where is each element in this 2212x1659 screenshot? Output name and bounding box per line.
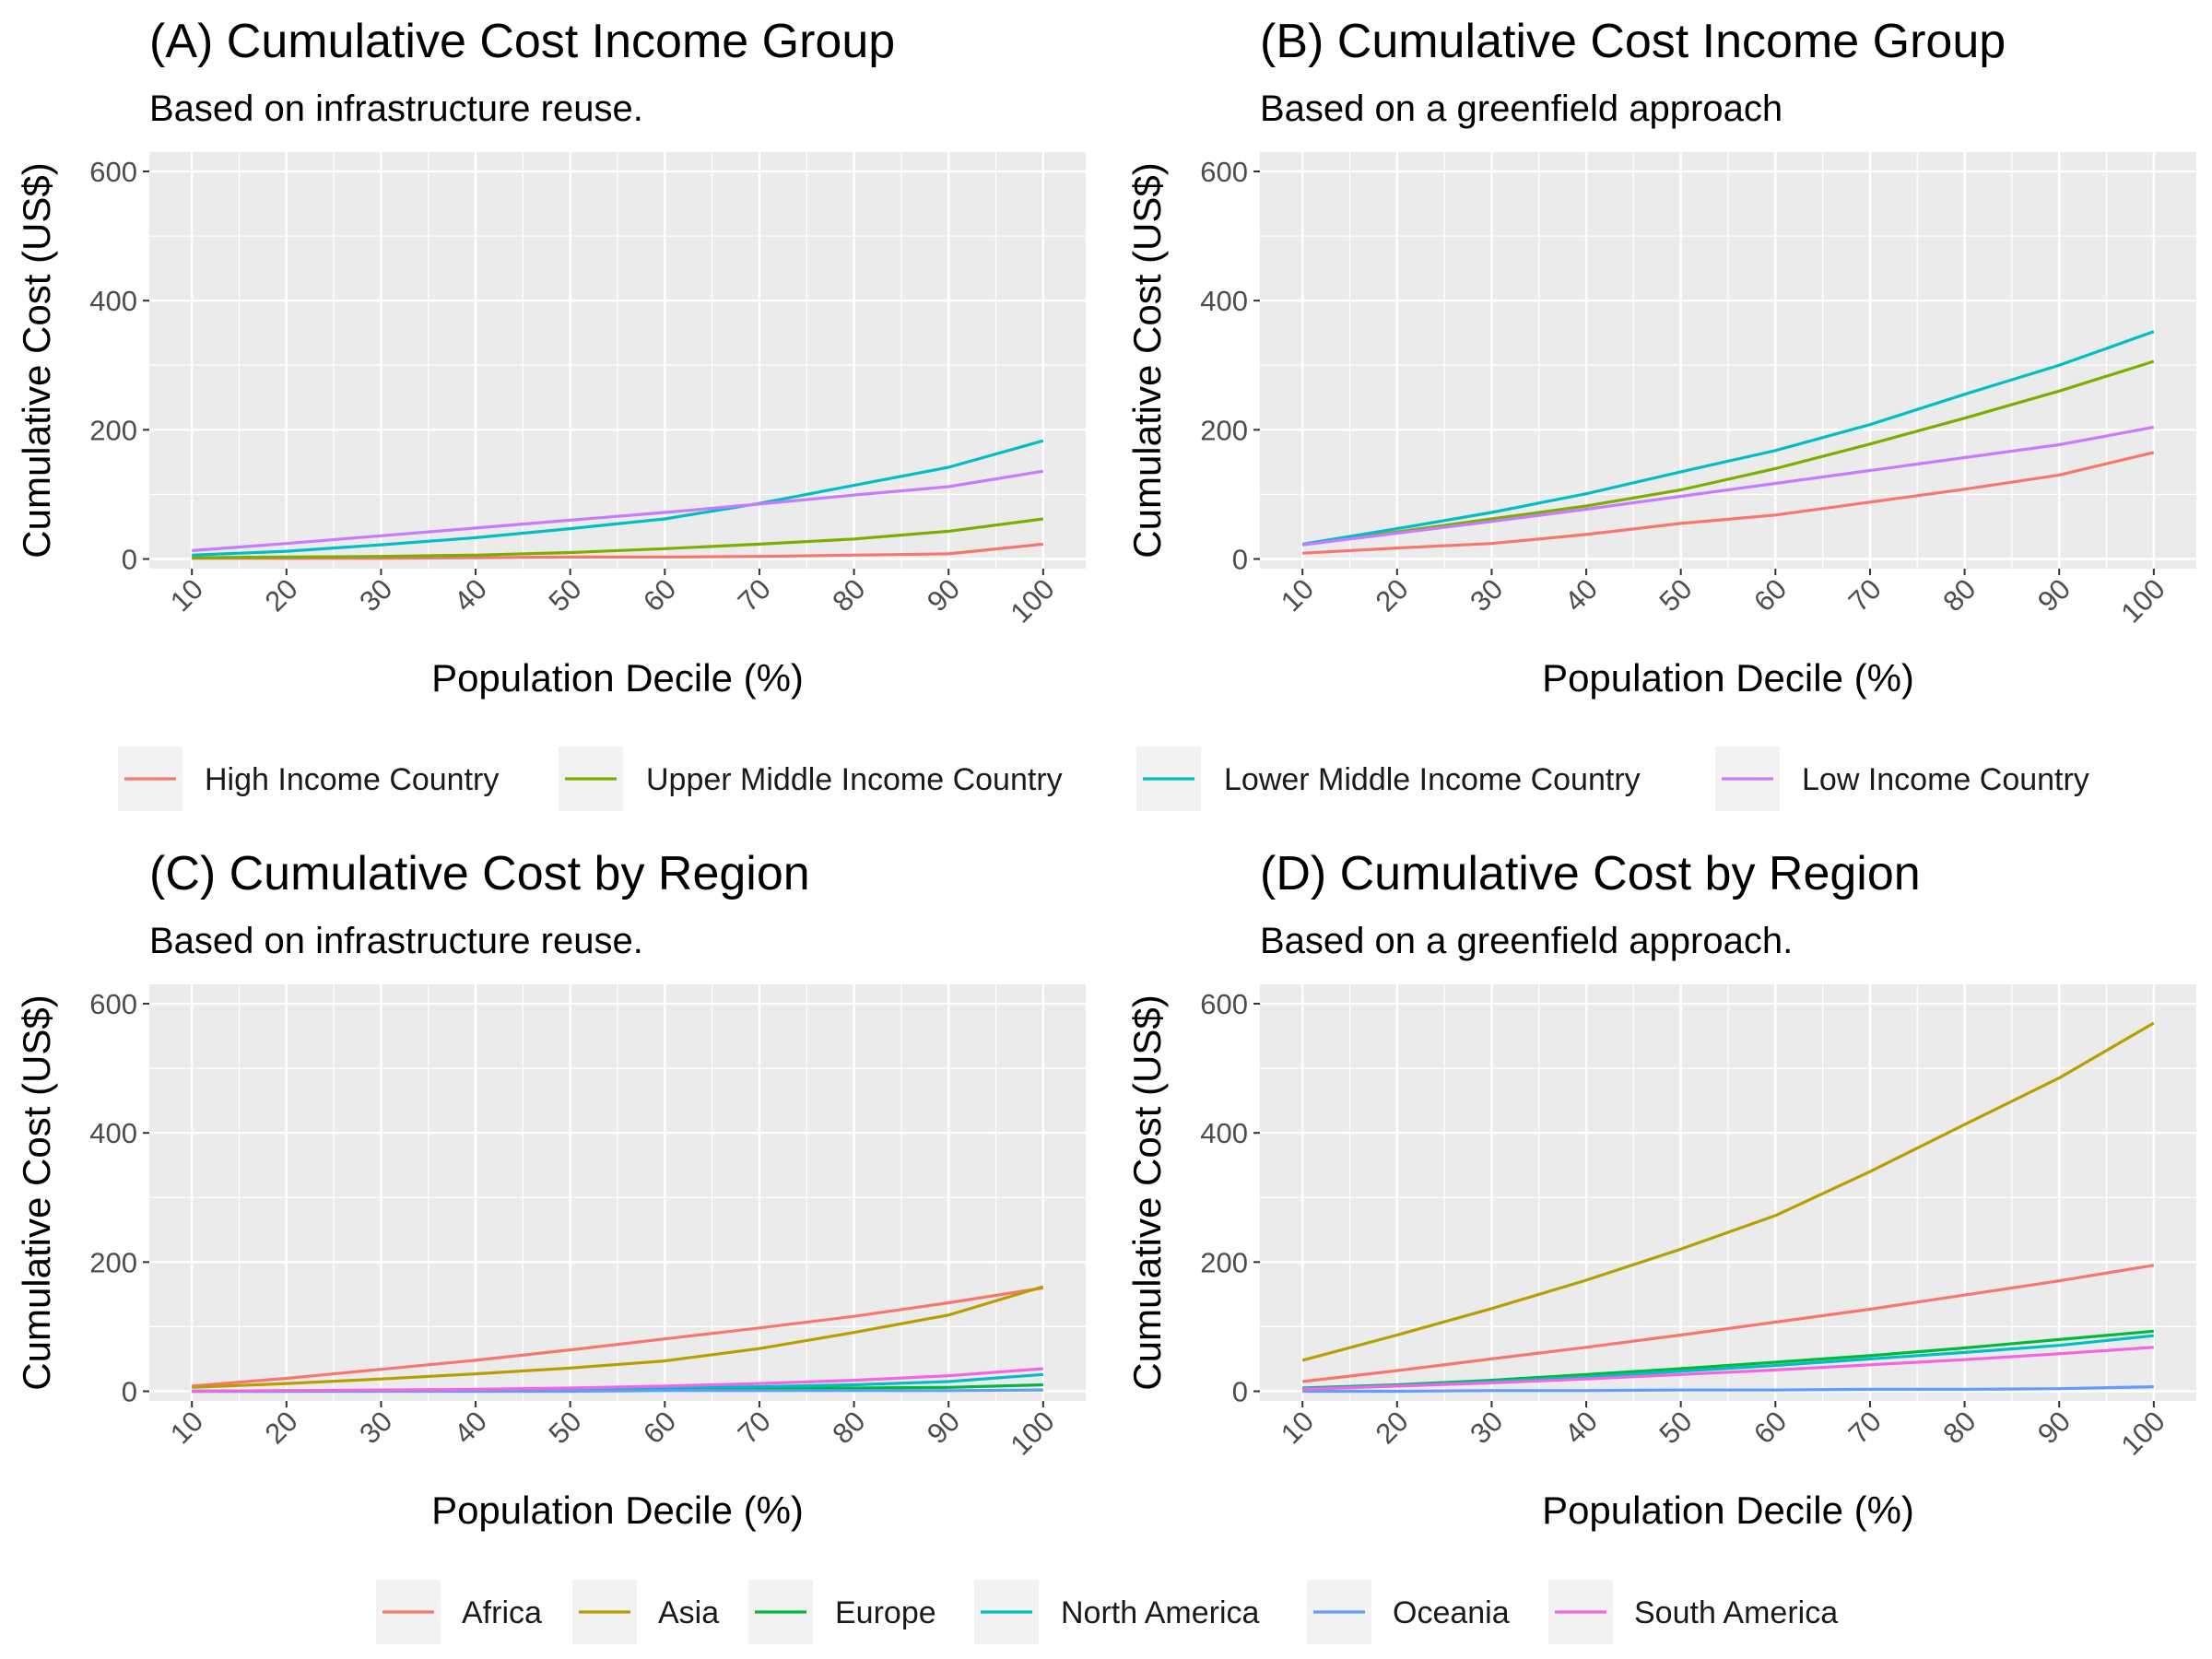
y-tick-label: 200 (1200, 1246, 1248, 1278)
y-tick-label: 200 (89, 414, 137, 446)
legend-entry: Asia (572, 1580, 719, 1644)
series-line-high-income-country (1302, 451, 2155, 555)
y-tick-label: 600 (1200, 988, 1248, 1020)
series-line-lower-middle-income-country (1301, 330, 2155, 546)
y-tick-label: 0 (122, 543, 137, 575)
y-tick-label: 0 (1232, 1375, 1248, 1407)
panel-title: (D) Cumulative Cost by Region (1260, 847, 1921, 900)
y-tick-label: 600 (1200, 156, 1248, 188)
legend-entry: Africa (376, 1580, 542, 1644)
series-line-south-america (1302, 1346, 2154, 1391)
legend-label: Low Income Country (1802, 762, 2089, 797)
legend-label: Europe (835, 1595, 936, 1630)
y-axis-title: Cumulative Cost (US$) (15, 994, 58, 1390)
series-line-low-income-country (1302, 425, 2155, 547)
y-axis-title: Cumulative Cost (US$) (15, 162, 58, 558)
series-line-low-income-country (192, 469, 1044, 552)
legend-label: South America (1634, 1595, 1838, 1630)
legend-1: High Income Country Upper Middle Income C… (118, 747, 2089, 811)
panel-title: (B) Cumulative Cost Income Group (1260, 15, 2006, 68)
y-tick-label: 200 (1200, 414, 1248, 446)
y-axis-title: Cumulative Cost (US$) (1125, 162, 1169, 558)
y-tick-label: 0 (122, 1375, 137, 1407)
legend-label: Africa (462, 1595, 542, 1630)
legend-label: Asia (658, 1595, 719, 1630)
y-tick-label: 400 (1200, 285, 1248, 317)
y-tick-label: 0 (1232, 543, 1248, 575)
y-tick-label: 600 (89, 988, 137, 1020)
series-line-asia (192, 1285, 1044, 1389)
panel-subtitle: Based on infrastructure reuse. (149, 88, 643, 129)
series-line-south-america (192, 1367, 1043, 1394)
y-tick-label: 400 (1200, 1117, 1248, 1149)
y-tick-label: 200 (89, 1246, 137, 1278)
legend-entry: Oceania (1307, 1580, 1510, 1644)
legend-entry: Lower Middle Income Country (1136, 747, 1641, 811)
panel-title: (A) Cumulative Cost Income Group (149, 15, 895, 68)
y-tick-label: 600 (89, 156, 137, 188)
legend-label: Upper Middle Income Country (646, 762, 1063, 797)
legend-entry: South America (1548, 1580, 1838, 1644)
y-tick-label: 400 (89, 1117, 137, 1149)
series-line-upper-middle-income-country (1301, 359, 2155, 547)
series-line-upper-middle-income-country (192, 517, 1044, 559)
legend-label: Lower Middle Income Country (1224, 762, 1641, 797)
legend-entry: North America (974, 1580, 1259, 1644)
legend-label: Oceania (1393, 1595, 1510, 1630)
x-axis-title: Population Decile (%) (1542, 656, 1914, 700)
x-axis-title: Population Decile (%) (431, 1488, 804, 1532)
legend-label: High Income Country (205, 762, 499, 797)
y-tick-label: 400 (89, 285, 137, 317)
panel-subtitle: Based on infrastructure reuse. (149, 921, 643, 961)
series-line-high-income-country (192, 542, 1043, 560)
legend-entry: Europe (748, 1580, 936, 1644)
panel-title: (C) Cumulative Cost by Region (149, 847, 810, 900)
legend-label: North America (1061, 1595, 1259, 1630)
series-line-africa (192, 1286, 1044, 1388)
legend-2: Africa Asia Europe North America Oceania Sout… (376, 1580, 1838, 1644)
series-line-oceania (1302, 1385, 2154, 1394)
legend-entry: High Income Country (118, 747, 499, 811)
legend-entry: Upper Middle Income Country (559, 747, 1063, 811)
y-axis-title: Cumulative Cost (US$) (1125, 994, 1169, 1390)
panel-subtitle: Based on a greenfield approach. (1260, 921, 1793, 961)
x-axis-title: Population Decile (%) (431, 656, 804, 700)
series-line-africa (1302, 1264, 2155, 1383)
panel-subtitle: Based on a greenfield approach (1260, 88, 1783, 129)
series-line-asia (1301, 1021, 2155, 1362)
legend-entry: Low Income Country (1715, 747, 2089, 811)
x-axis-title: Population Decile (%) (1542, 1488, 1914, 1532)
series-line-lower-middle-income-country (192, 439, 1044, 557)
